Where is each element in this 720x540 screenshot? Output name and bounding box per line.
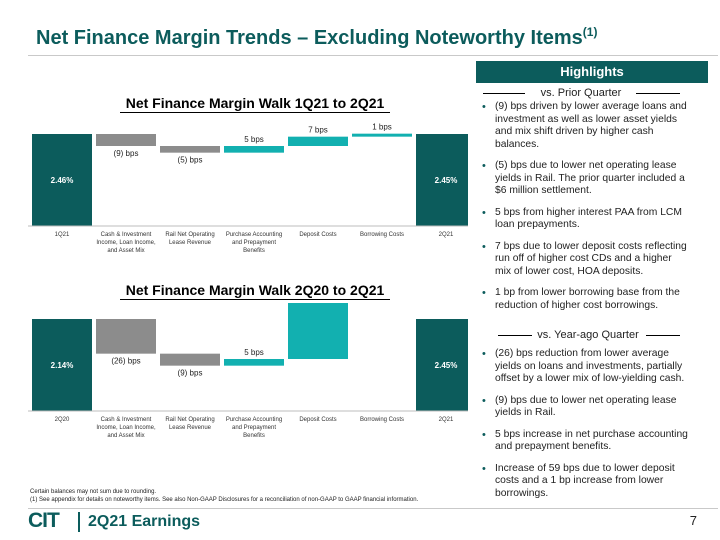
chart1-tick-label-1: Income, Loan Income, [96,240,156,246]
footer-divider [28,508,718,509]
year-ago-list: (26) bps reduction from lower average yi… [481,348,689,509]
footer-title: 2Q21 Earnings [88,513,201,530]
list-item: Increase of 59 bps due to lower deposit … [481,463,689,501]
chart2-tick-label-1: and Asset Mix [107,433,144,439]
prior-quarter-rule-left [483,93,525,94]
list-item: 5 bps from higher interest PAA from LCM … [481,207,689,232]
chart1-tick-label-5: Borrowing Costs [360,232,404,238]
chart1-total-bar-0 [32,134,92,226]
list-item: (5) bps due to lower net operating lease… [481,160,689,198]
year-ago-heading: vs. Year-ago Quarter [537,329,639,341]
chart2-delta-bar-2 [160,353,220,366]
chart1-tick-label-3: Benefits [243,248,265,254]
page-number: 7 [689,513,697,528]
chart1-delta-bar-5 [352,133,412,137]
chart2-tick-label-2: Rail Net Operating [165,417,214,423]
chart1-delta-label-5: 1 bps [372,123,392,132]
chart1-tick-label-4: Deposit Costs [299,232,336,238]
chart2-delta-label-3: 5 bps [244,348,264,357]
chart1-tick-label-2: Rail Net Operating [165,232,214,238]
cit-logo: CIT [28,509,60,532]
chart2-total-bar-0 [32,319,92,411]
chart1-total-label-6: 2.45% [435,176,458,185]
chart1-delta-label-1: (9) bps [114,149,139,158]
chart2-tick-label-1: Cash & Investment [101,417,152,423]
chart2-tick-label-3: and Prepayment [232,425,276,431]
list-item: 7 bps due to lower deposit costs reflect… [481,241,689,279]
prior-quarter-rule-right [636,93,680,94]
chart1-delta-bar-3 [224,146,284,153]
chart1-tick-label-0: 1Q21 [55,232,70,238]
chart1-tick-label-1: Cash & Investment [101,232,152,238]
chart2-total-label-6: 2.45% [435,361,458,370]
chart2-title: Net Finance Margin Walk 2Q20 to 2Q21 [120,282,390,300]
list-item: (9) bps due to lower net operating lease… [481,395,689,420]
chart1-tick-label-2: Lease Revenue [169,240,212,246]
chart2-tick-label-2: Lease Revenue [169,425,212,431]
chart2-tick-label-3: Purchase Accounting [226,417,282,423]
chart2-delta-bar-1 [96,319,156,354]
chart2-tick-label-5: Borrowing Costs [360,417,404,423]
year-ago-rule-left [498,335,532,336]
chart2-tick-label-1: Income, Loan Income, [96,425,156,431]
chart1-delta-label-2: (5) bps [178,156,203,165]
list-item: 1 bp from lower borrowing base from the … [481,287,689,312]
chart1-total-label-0: 2.46% [51,176,74,185]
chart2-delta-bar-3 [224,359,284,366]
chart2-tick-label-0: 2Q20 [55,417,70,423]
chart2-delta-bar-4 [288,303,348,359]
chart1-tick-label-3: Purchase Accounting [226,232,282,238]
title-superscript: (1) [582,25,598,39]
list-item: (26) bps reduction from lower average yi… [481,348,689,386]
chart2-tick-label-4: Deposit Costs [299,417,336,423]
chart1-delta-label-3: 5 bps [244,135,264,144]
footnote-noteworthy: (1) See appendix for details on notewort… [30,497,419,503]
prior-quarter-heading: vs. Prior Quarter [540,87,622,99]
footnote-rounding: Certain balances may not sum due to roun… [30,489,157,495]
page-title: Net Finance Margin Trends – Excluding No… [36,25,598,49]
chart1-delta-bar-1 [96,134,156,146]
chart1-total-bar-6 [416,134,468,226]
chart1-svg: 2.46% 1Q21 (9) bps Cash & Investment Income,… [28,123,468,254]
chart2-total-bar-6 [416,319,468,411]
title-divider [28,55,718,56]
chart2-total-label-0: 2.14% [51,361,74,370]
chart1-title: Net Finance Margin Walk 1Q21 to 2Q21 [120,95,390,113]
list-item: (9) bps driven by lower average loans an… [481,101,689,151]
chart2-svg: 2.14% 2Q20 (26) bps Cash & Investment Income… [28,303,468,439]
chart1-tick-label-1: and Asset Mix [107,248,144,254]
footer-separator [78,512,80,532]
chart1-tick-label-6: 2Q21 [439,232,454,238]
chart1-delta-label-4: 7 bps [308,126,328,135]
highlights-header: Highlights [476,61,708,83]
chart2-tick-label-6: 2Q21 [439,417,454,423]
chart2-tick-label-3: Benefits [243,433,265,439]
chart1-delta-bar-2 [160,146,220,153]
chart2-delta-label-2: (9) bps [178,369,203,378]
chart1-tick-label-3: and Prepayment [232,240,276,246]
chart2-delta-label-1: (26) bps [111,357,140,366]
prior-quarter-list: (9) bps driven by lower average loans an… [481,101,689,321]
list-item: 5 bps increase in net purchase accountin… [481,429,689,454]
year-ago-rule-right [646,335,680,336]
chart1-delta-bar-4 [288,136,348,146]
